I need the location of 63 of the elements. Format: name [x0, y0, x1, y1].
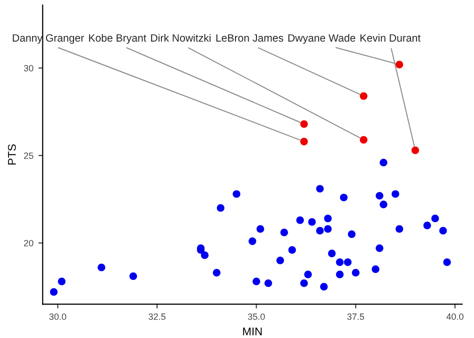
point [443, 258, 451, 266]
point [300, 138, 308, 146]
annotation: Kevin Durant [360, 34, 421, 42]
annotation: Kobe Bryant [89, 34, 146, 44]
point [264, 279, 272, 288]
point [276, 256, 284, 264]
point [316, 184, 324, 193]
point [352, 268, 360, 277]
point [348, 230, 356, 238]
point [396, 60, 404, 68]
point [431, 214, 439, 222]
y-tick-label: 25 [24, 152, 34, 159]
point [98, 264, 106, 272]
point [308, 218, 316, 226]
point [340, 194, 348, 202]
annotation: Dirk Nowitzki [151, 34, 211, 42]
point [232, 190, 240, 198]
point [328, 250, 336, 258]
point [280, 228, 288, 236]
point [392, 190, 400, 198]
point [320, 282, 328, 291]
point [316, 226, 324, 235]
point [411, 146, 420, 154]
point [380, 158, 388, 166]
point [360, 92, 368, 100]
point [336, 270, 344, 278]
point [300, 279, 308, 288]
x-tick-label: 30.0 [49, 313, 66, 320]
point [423, 222, 431, 230]
x-tick-label: 32.5 [148, 313, 166, 320]
point [288, 246, 296, 254]
point [304, 270, 312, 278]
point [396, 225, 404, 233]
annotation: Dwyane Wade [288, 34, 356, 44]
x-axis-title: MIN [243, 328, 262, 336]
x-tick-label: 37.5 [347, 313, 364, 320]
x-tick-label: 35.0 [248, 313, 265, 320]
point [252, 278, 260, 286]
point [380, 200, 388, 208]
y-axis-title: PTS [8, 144, 16, 165]
point [300, 120, 308, 128]
y-tick-label: 30 [24, 65, 34, 72]
annotation: LeBron James [216, 34, 284, 42]
point [296, 216, 304, 224]
point [324, 225, 332, 233]
point [439, 226, 447, 235]
point [200, 251, 209, 260]
x-tick-label: 40.0 [446, 313, 464, 320]
point [344, 258, 352, 266]
point [248, 237, 256, 246]
point [376, 244, 384, 252]
point [336, 258, 344, 266]
point [372, 265, 380, 274]
y-tick-label: 20 [24, 240, 34, 246]
point [50, 288, 58, 296]
point [324, 214, 332, 222]
point [360, 136, 368, 144]
point [212, 268, 220, 277]
point [376, 192, 384, 200]
point [129, 272, 138, 280]
point [58, 278, 66, 286]
point [216, 204, 224, 212]
point [256, 225, 264, 233]
